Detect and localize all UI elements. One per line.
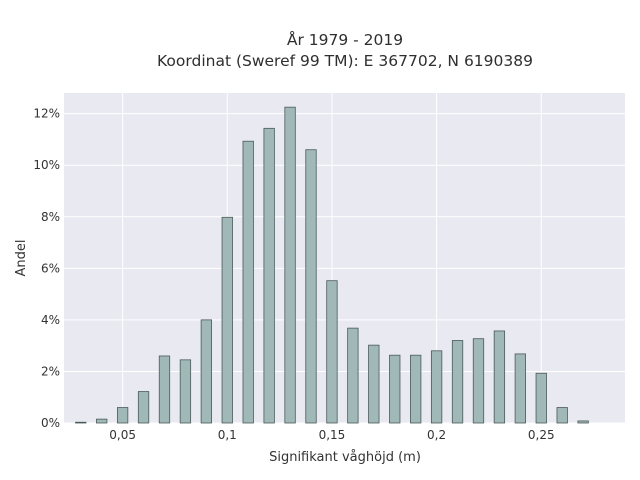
histogram-bar bbox=[263, 127, 275, 424]
x-tick-label: 0,15 bbox=[319, 428, 346, 442]
histogram-bar bbox=[96, 418, 108, 424]
histogram-bar bbox=[577, 420, 589, 424]
chart-subtitle: Koordinat (Sweref 99 TM): E 367702, N 61… bbox=[157, 52, 533, 70]
histogram-bar bbox=[368, 344, 380, 424]
y-tick-label: 2% bbox=[41, 364, 60, 378]
histogram-bar bbox=[221, 216, 233, 424]
histogram-bar bbox=[535, 372, 547, 424]
histogram-bar bbox=[410, 354, 422, 424]
y-tick-label: 10% bbox=[33, 158, 60, 172]
y-axis-ticks: 0% 2% 4% 6% 8% 10% 12% bbox=[33, 107, 60, 430]
histogram-bar bbox=[75, 421, 87, 424]
x-tick-label: 0,1 bbox=[218, 428, 237, 442]
x-axis-ticks: 0,05 0,1 0,15 0,2 0,25 bbox=[109, 428, 554, 442]
histogram-bar bbox=[514, 353, 526, 424]
histogram-bar bbox=[493, 330, 506, 424]
histogram-bar bbox=[451, 340, 464, 424]
histogram-bar bbox=[326, 280, 338, 424]
y-tick-label: 4% bbox=[41, 313, 60, 327]
histogram-bar bbox=[179, 359, 192, 424]
histogram-bar bbox=[158, 355, 171, 424]
y-axis-label: Andel bbox=[14, 240, 29, 277]
y-tick-label: 12% bbox=[33, 107, 60, 121]
histogram-bar bbox=[137, 391, 150, 424]
histogram-bar bbox=[389, 354, 401, 424]
histogram-bar bbox=[116, 407, 129, 424]
histogram-bar bbox=[284, 106, 296, 424]
histogram-bar bbox=[347, 327, 359, 424]
histogram-bar bbox=[472, 338, 485, 424]
y-tick-label: 8% bbox=[41, 210, 60, 224]
histogram-bar bbox=[242, 140, 254, 424]
plot-area bbox=[64, 93, 625, 423]
x-axis-label: Signifikant våghöjd (m) bbox=[269, 450, 421, 465]
y-tick-label: 6% bbox=[41, 261, 60, 275]
x-tick-label: 0,2 bbox=[427, 428, 446, 442]
y-tick-label: 0% bbox=[41, 416, 60, 430]
bars bbox=[75, 106, 589, 424]
x-tick-label: 0,05 bbox=[109, 428, 136, 442]
x-tick-label: 0,25 bbox=[528, 428, 555, 442]
histogram-bar bbox=[305, 149, 317, 424]
histogram-bar bbox=[200, 319, 212, 424]
histogram-bar bbox=[556, 407, 568, 424]
histogram-bar bbox=[430, 350, 443, 424]
chart-title: År 1979 - 2019 bbox=[287, 30, 403, 49]
